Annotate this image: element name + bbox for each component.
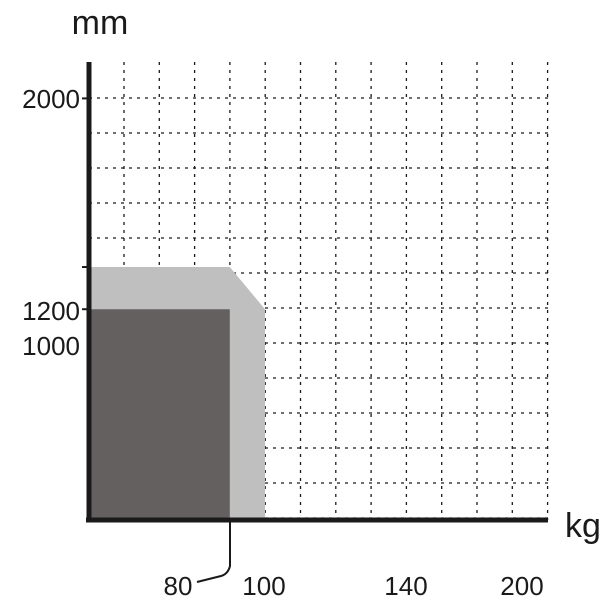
x-tick-80-leader (196, 520, 231, 583)
areas (89, 267, 265, 520)
axes (82, 62, 548, 523)
x-axis-label: kg (565, 507, 601, 545)
tick-labels: 80 100 140 200 2000 1200 1000 (22, 84, 544, 600)
y-tick-2000: 2000 (22, 84, 80, 114)
x-tick-80: 80 (164, 571, 193, 600)
y-tick-1000: 1000 (22, 331, 80, 361)
capacity-area-inner (89, 309, 230, 520)
x-tick-140: 140 (384, 571, 427, 600)
y-tick-1200: 1200 (22, 296, 80, 326)
x-tick-100: 100 (242, 571, 285, 600)
y-axis-label: mm (72, 4, 129, 42)
x-tick-200: 200 (500, 571, 543, 600)
